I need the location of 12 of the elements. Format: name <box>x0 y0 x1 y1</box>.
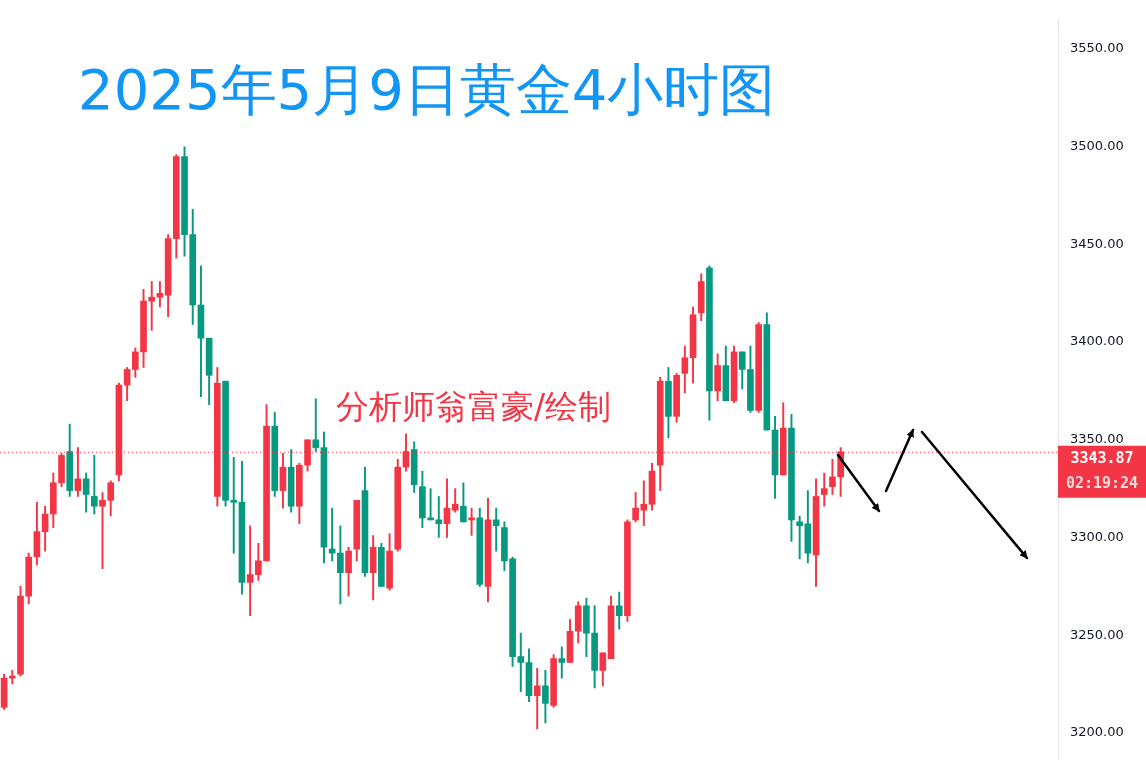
annotation: 分析师翁富豪/绘制 <box>336 387 612 426</box>
y-tick-label: 3500.00 <box>1070 138 1124 154</box>
y-tick-label: 3400.00 <box>1070 333 1124 349</box>
y-tick-label: 3450.00 <box>1070 235 1124 251</box>
y-tick-label: 3250.00 <box>1070 626 1124 642</box>
text: 02:19:24 <box>1065 473 1139 492</box>
y-tick-label: 3300.00 <box>1070 528 1124 544</box>
text: 2025年5月9日黄金4小时图 <box>78 57 776 122</box>
y-tick-label: 3550.00 <box>1070 40 1124 56</box>
y-tick-label: 3200.00 <box>1070 724 1124 740</box>
y-tick-label: 3350.00 <box>1070 431 1124 447</box>
ref-line-label: 3343.87 <box>1070 448 1134 467</box>
